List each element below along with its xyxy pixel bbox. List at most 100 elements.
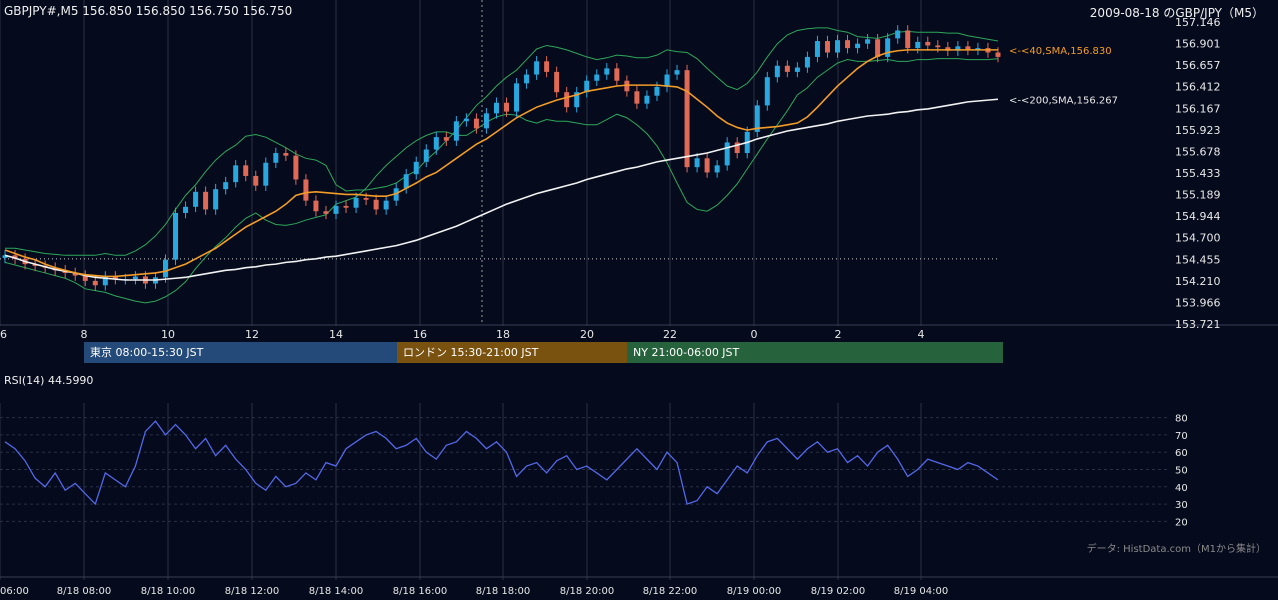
candle-up [213,189,219,210]
datetime-tick-label: 06:00 [0,586,29,597]
candle-up [353,197,359,208]
candle-up [975,48,981,50]
candle-down [363,197,369,200]
datetime-tick-label: 8/18 22:00 [643,586,697,597]
datetime-tick-label: 8/18 20:00 [560,586,614,597]
candle-up [664,74,670,87]
candle-down [12,255,18,259]
sma200-annotation: <-<200,SMA,156.267 [1009,96,1118,107]
candle-up [393,188,399,201]
time-tick-label: 18 [496,328,510,341]
moving-averages [4,49,999,281]
data-credit: データ: HistData.com（M1から集計） [1086,544,1266,555]
sma200-line [4,98,999,281]
candle-up [183,206,189,213]
session-london: ロンドン 15:30-21:00 JST [397,342,627,363]
price-grid [0,0,1278,326]
time-tick-label: 2 [835,328,842,341]
candle-up [855,43,861,49]
candle-up [694,158,700,168]
candle-down [112,276,118,280]
candle-down [293,155,299,180]
candle-down [203,191,209,210]
time-tick-label: 6 [0,328,7,341]
datetime-tick-label: 8/18 18:00 [476,586,530,597]
candle-up [524,74,530,84]
candle-up [895,30,901,39]
candle-down [624,80,630,92]
candle-up [654,86,660,96]
datetime-tick-label: 8/18 14:00 [309,586,363,597]
candle-up [955,46,961,51]
chart-title: 2009-08-18 のGBP/JPY（M5） [1089,6,1264,20]
candle-up [263,162,269,186]
candle-up [724,142,730,166]
candle-down [684,70,690,168]
candle-down [544,61,550,72]
price-tick-label: 155.433 [1175,167,1221,180]
candle-up [132,276,138,280]
datetime-tick-label: 8/18 16:00 [393,586,447,597]
price-tick-label: 156.412 [1175,81,1221,94]
candle-down [303,179,309,201]
candle-up [915,41,921,49]
candle-up [173,212,179,260]
datetime-tick-label: 8/19 00:00 [727,586,781,597]
bollinger-upper [5,27,999,256]
candle-up [604,68,610,75]
rsi-tick-label: 40 [1175,483,1188,494]
time-tick-label: 4 [918,328,925,341]
candle-down [253,175,259,186]
price-tick-label: 155.678 [1175,145,1221,158]
rsi-tick-label: 70 [1175,431,1188,442]
rsi-line [4,420,999,506]
candle-down [935,45,941,48]
candle-up [223,182,229,190]
rsi-grid [0,403,1170,580]
candle-down [704,158,710,173]
time-tick-label: 12 [245,328,259,341]
datetime-tick-label: 8/19 04:00 [894,586,948,597]
candle-up [794,67,800,72]
price-tick-label: 154.700 [1175,232,1221,245]
candle-up [413,161,419,175]
price-tick-label: 154.210 [1175,275,1221,288]
rsi-tick-label: 20 [1175,517,1188,528]
price-tick-label: 153.966 [1175,296,1221,309]
time-tick-label: 22 [663,328,677,341]
candle-up [865,39,871,44]
sma40-line [4,49,998,278]
candle-up [433,137,439,150]
rsi-series-line [4,420,999,506]
candle-up [273,153,279,163]
candle-down [634,91,640,104]
rsi-axis: 80 70 60 50 40 30 20 [1175,414,1188,529]
price-tick-label: 157.146 [1175,16,1221,29]
candle-down [564,92,570,108]
candle-up [233,165,239,183]
candle-up [102,276,108,286]
candle-down [945,47,951,51]
candle-down [473,118,479,129]
datetime-tick-label: 8/18 10:00 [141,586,195,597]
rsi-label: RSI(14) 44.5990 [4,374,94,387]
candle-down [32,264,38,266]
candle-down [373,199,379,210]
rsi-tick-label: 60 [1175,448,1188,459]
datetime-tick-label: 8/19 02:00 [811,586,865,597]
candle-up [534,61,540,75]
candlesticks [2,25,1001,291]
candle-down [824,41,830,53]
datetime-tick-label: 8/18 08:00 [57,586,111,597]
datetime-axis: 06:00 8/18 08:00 8/18 10:00 8/18 12:00 8/18 … [0,576,1278,597]
rsi-tick-label: 30 [1175,500,1188,511]
candle-down [965,46,971,50]
candle-up [483,113,489,129]
candle-up [453,121,459,141]
candle-up [594,74,600,81]
candle-down [283,153,289,156]
session-ny: NY 21:00-06:00 JST [627,342,1003,363]
price-tick-label: 154.944 [1175,210,1221,223]
candle-down [845,40,851,49]
